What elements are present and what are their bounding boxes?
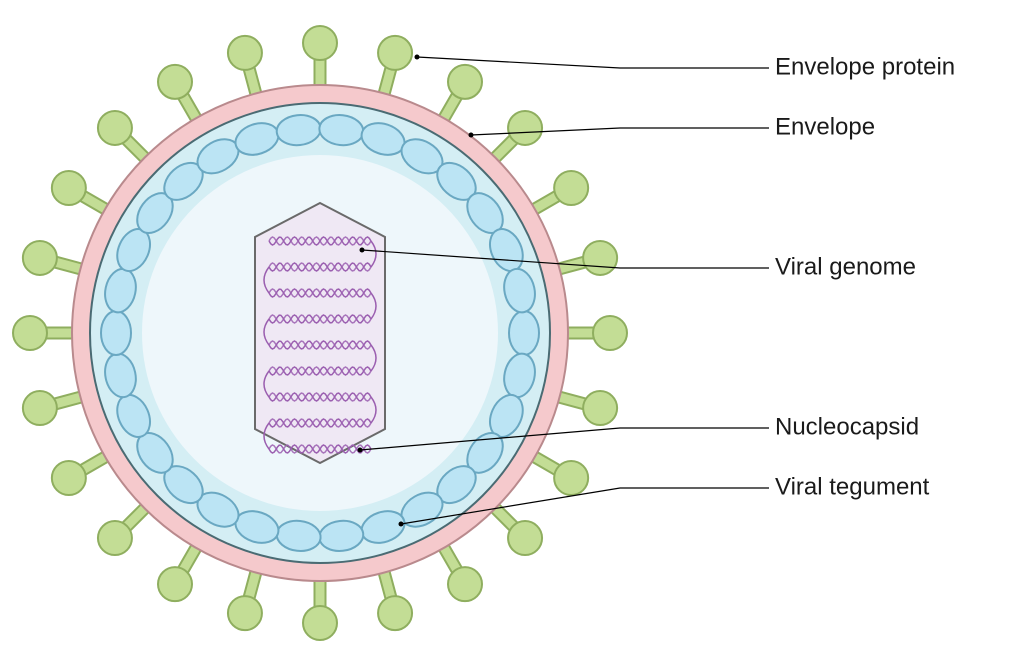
envelope-protein-spike — [13, 316, 76, 350]
label-text-viral-genome: Viral genome — [775, 253, 916, 280]
envelope-protein-spike — [98, 111, 148, 161]
envelope-protein-spike — [556, 391, 617, 425]
envelope-protein-spike — [52, 455, 109, 495]
envelope-protein-spike — [158, 544, 198, 601]
envelope-protein-spike — [158, 65, 198, 122]
envelope-protein-spike — [52, 171, 109, 211]
envelope-protein-spike — [493, 111, 543, 161]
envelope-protein-spike — [442, 65, 482, 122]
envelope-protein-spike — [531, 171, 588, 211]
label-text-envelope: Envelope — [775, 113, 875, 140]
envelope-protein-spike — [442, 544, 482, 601]
envelope-protein-spike — [228, 36, 262, 97]
label-envelope-protein: Envelope protein — [415, 53, 956, 80]
envelope-protein-spike — [23, 241, 84, 275]
envelope-protein-spike — [556, 241, 617, 275]
envelope-protein-spike — [303, 577, 337, 640]
envelope-protein-spike — [303, 26, 337, 89]
envelope-protein-spike — [531, 455, 588, 495]
tegument-blob — [509, 311, 539, 355]
envelope-protein-spike — [23, 391, 84, 425]
label-text-viral-tegument: Viral tegument — [775, 473, 930, 500]
label-text-nucleocapsid: Nucleocapsid — [775, 413, 919, 440]
envelope-protein-spike — [378, 36, 412, 97]
label-text-envelope-protein: Envelope protein — [775, 53, 955, 80]
envelope-protein-spike — [493, 506, 543, 556]
envelope-protein-spike — [98, 506, 148, 556]
virus-diagram: Envelope protein Envelope Viral genome Nucl… — [0, 0, 1024, 666]
envelope-protein-spike — [564, 316, 627, 350]
envelope-protein-spike — [378, 569, 412, 630]
envelope-protein-spike — [228, 569, 262, 630]
tegument-blob — [101, 311, 131, 355]
